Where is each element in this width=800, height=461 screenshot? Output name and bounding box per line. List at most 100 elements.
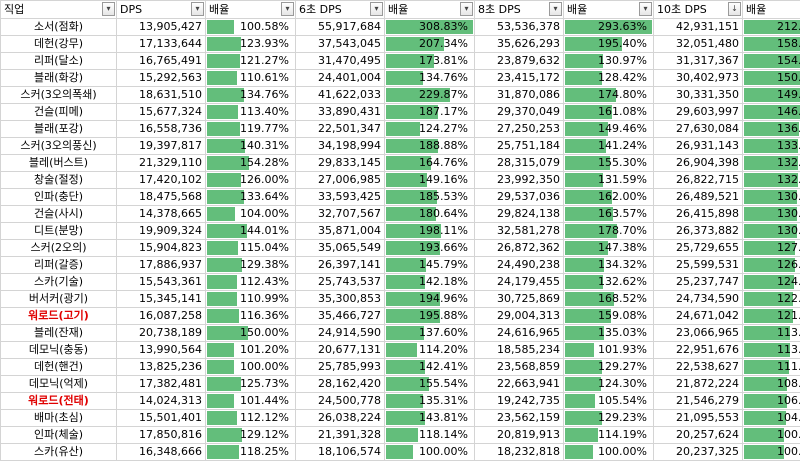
dps-6s-cell[interactable]: 26,397,141 <box>296 257 385 274</box>
ratio-8s-cell[interactable]: 293.63% <box>564 19 654 36</box>
ratio-10s-cell[interactable]: 130.53% <box>743 206 800 223</box>
dps-cell[interactable]: 13,825,236 <box>117 359 206 376</box>
ratio-8s-cell[interactable]: 132.62% <box>564 274 654 291</box>
dps-cell[interactable]: 17,420,102 <box>117 172 206 189</box>
ratio-8s-cell[interactable]: 161.08% <box>564 104 654 121</box>
dps-10s-cell[interactable]: 31,317,367 <box>654 53 743 70</box>
ratio-6s-cell[interactable]: 308.83% <box>385 19 475 36</box>
ratio-6s-cell[interactable]: 149.16% <box>385 172 475 189</box>
dps-8s-cell[interactable]: 53,536,378 <box>475 19 564 36</box>
ratio-10s-cell[interactable]: 130.89% <box>743 189 800 206</box>
ratio-10s-cell[interactable]: 100.10% <box>743 427 800 444</box>
dps-10s-cell[interactable]: 24,671,042 <box>654 308 743 325</box>
ratio-cell[interactable]: 112.12% <box>206 410 296 427</box>
dps-cell[interactable]: 17,133,644 <box>117 36 206 53</box>
dps-8s-cell[interactable]: 26,872,362 <box>475 240 564 257</box>
ratio-cell[interactable]: 129.38% <box>206 257 296 274</box>
ratio-8s-cell[interactable]: 178.70% <box>564 223 654 240</box>
dps-10s-cell[interactable]: 25,729,655 <box>654 240 743 257</box>
dps-10s-cell[interactable]: 26,373,882 <box>654 223 743 240</box>
class-name-cell[interactable]: 스카(유산) <box>1 444 117 461</box>
dps-cell[interactable]: 13,990,564 <box>117 342 206 359</box>
dps-6s-cell[interactable]: 25,743,537 <box>296 274 385 291</box>
dps-10s-cell[interactable]: 32,051,480 <box>654 36 743 53</box>
filter-dropdown-icon[interactable]: ▾ <box>281 2 294 16</box>
class-name-cell[interactable]: 데헌(핸건) <box>1 359 117 376</box>
ratio-6s-cell[interactable]: 124.27% <box>385 121 475 138</box>
dps-cell[interactable]: 16,558,736 <box>117 121 206 138</box>
dps-6s-cell[interactable]: 21,391,328 <box>296 427 385 444</box>
ratio-10s-cell[interactable]: 154.75% <box>743 53 800 70</box>
ratio-cell[interactable]: 116.36% <box>206 308 296 325</box>
ratio-cell[interactable]: 133.64% <box>206 189 296 206</box>
dps-10s-cell[interactable]: 29,603,997 <box>654 104 743 121</box>
dps-8s-cell[interactable]: 24,616,965 <box>475 325 564 342</box>
dps-10s-cell[interactable]: 30,402,973 <box>654 70 743 87</box>
dps-8s-cell[interactable]: 29,370,049 <box>475 104 564 121</box>
ratio-8s-cell[interactable]: 100.00% <box>564 444 654 461</box>
dps-10s-cell[interactable]: 26,931,143 <box>654 138 743 155</box>
ratio-10s-cell[interactable]: 132.54% <box>743 172 800 189</box>
ratio-8s-cell[interactable]: 134.32% <box>564 257 654 274</box>
dps-10s-cell[interactable]: 30,331,350 <box>654 87 743 104</box>
ratio-10s-cell[interactable]: 121.91% <box>743 308 800 325</box>
dps-8s-cell[interactable]: 29,004,313 <box>475 308 564 325</box>
dps-6s-cell[interactable]: 37,543,045 <box>296 36 385 53</box>
ratio-8s-cell[interactable]: 174.80% <box>564 87 654 104</box>
dps-cell[interactable]: 16,348,666 <box>117 444 206 461</box>
ratio-10s-cell[interactable]: 133.08% <box>743 138 800 155</box>
ratio-8s-cell[interactable]: 135.03% <box>564 325 654 342</box>
dps-6s-cell[interactable]: 35,466,727 <box>296 308 385 325</box>
ratio-6s-cell[interactable]: 145.79% <box>385 257 475 274</box>
dps-10s-cell[interactable]: 21,546,279 <box>654 393 743 410</box>
class-name-cell[interactable]: 스카(기술) <box>1 274 117 291</box>
ratio-6s-cell[interactable]: 193.66% <box>385 240 475 257</box>
dps-10s-cell[interactable]: 21,095,553 <box>654 410 743 427</box>
dps-6s-cell[interactable]: 35,300,853 <box>296 291 385 308</box>
class-name-cell[interactable]: 워로드(전태) <box>1 393 117 410</box>
ratio-cell[interactable]: 115.04% <box>206 240 296 257</box>
dps-6s-cell[interactable]: 24,500,778 <box>296 393 385 410</box>
class-name-cell[interactable]: 디트(분망) <box>1 223 117 240</box>
dps-cell[interactable]: 17,886,937 <box>117 257 206 274</box>
ratio-cell[interactable]: 112.43% <box>206 274 296 291</box>
dps-cell[interactable]: 15,677,324 <box>117 104 206 121</box>
dps-cell[interactable]: 18,475,568 <box>117 189 206 206</box>
ratio-6s-cell[interactable]: 185.53% <box>385 189 475 206</box>
ratio-cell[interactable]: 113.40% <box>206 104 296 121</box>
dps-6s-cell[interactable]: 29,833,145 <box>296 155 385 172</box>
class-name-cell[interactable]: 인파(체술) <box>1 427 117 444</box>
ratio-cell[interactable]: 154.28% <box>206 155 296 172</box>
ratio-10s-cell[interactable]: 108.08% <box>743 376 800 393</box>
ratio-10s-cell[interactable]: 212.14% <box>743 19 800 36</box>
ratio-cell[interactable]: 118.25% <box>206 444 296 461</box>
dps-6s-cell[interactable]: 24,914,590 <box>296 325 385 342</box>
dps-6s-cell[interactable]: 35,871,004 <box>296 223 385 240</box>
class-name-cell[interactable]: 블래(화강) <box>1 70 117 87</box>
ratio-cell[interactable]: 110.61% <box>206 70 296 87</box>
ratio-6s-cell[interactable]: 207.34% <box>385 36 475 53</box>
ratio-cell[interactable]: 126.00% <box>206 172 296 189</box>
ratio-10s-cell[interactable]: 106.47% <box>743 393 800 410</box>
header-ratio-6s[interactable]: 배율▾ <box>385 1 475 19</box>
dps-cell[interactable]: 14,378,665 <box>117 206 206 223</box>
ratio-8s-cell[interactable]: 163.57% <box>564 206 654 223</box>
dps-8s-cell[interactable]: 24,179,455 <box>475 274 564 291</box>
dps-8s-cell[interactable]: 25,751,184 <box>475 138 564 155</box>
ratio-10s-cell[interactable]: 100.00% <box>743 444 800 461</box>
ratio-6s-cell[interactable]: 180.64% <box>385 206 475 223</box>
ratio-10s-cell[interactable]: 124.71% <box>743 274 800 291</box>
dps-8s-cell[interactable]: 28,315,079 <box>475 155 564 172</box>
class-name-cell[interactable]: 블레(버스트) <box>1 155 117 172</box>
dps-8s-cell[interactable]: 23,415,172 <box>475 70 564 87</box>
ratio-8s-cell[interactable]: 159.08% <box>564 308 654 325</box>
dps-10s-cell[interactable]: 25,599,531 <box>654 257 743 274</box>
dps-6s-cell[interactable]: 34,198,994 <box>296 138 385 155</box>
dps-8s-cell[interactable]: 30,725,869 <box>475 291 564 308</box>
dps-cell[interactable]: 16,765,491 <box>117 53 206 70</box>
ratio-cell[interactable]: 134.76% <box>206 87 296 104</box>
ratio-6s-cell[interactable]: 164.76% <box>385 155 475 172</box>
ratio-8s-cell[interactable]: 129.23% <box>564 410 654 427</box>
dps-8s-cell[interactable]: 32,581,278 <box>475 223 564 240</box>
dps-cell[interactable]: 19,909,324 <box>117 223 206 240</box>
